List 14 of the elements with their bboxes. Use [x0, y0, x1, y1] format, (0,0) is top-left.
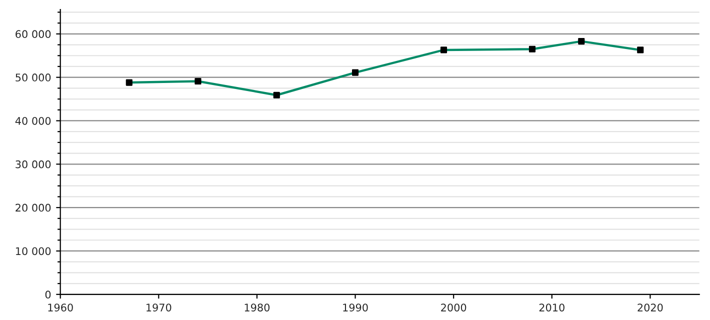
y-tick-label: 50 000 [16, 74, 51, 82]
y-tick-label: 30 000 [16, 160, 51, 168]
x-tick-label: 2000 [441, 304, 466, 312]
y-tick-label: 0 [45, 290, 51, 299]
y-tick-label: 40 000 [15, 116, 51, 125]
x-tick-label: 2020 [638, 304, 663, 312]
y-tick-label: 60 000 [16, 30, 51, 38]
x-tick-label: 1960 [48, 304, 73, 312]
x-tick-label: 1980 [244, 304, 270, 312]
x-tick-label: 1990 [343, 304, 368, 312]
x-tick-label: 1970 [146, 304, 172, 312]
y-tick-label: 20 000 [16, 204, 51, 212]
x-tick-label: 2010 [539, 304, 564, 312]
y-tick-label: 10 000 [16, 247, 51, 256]
